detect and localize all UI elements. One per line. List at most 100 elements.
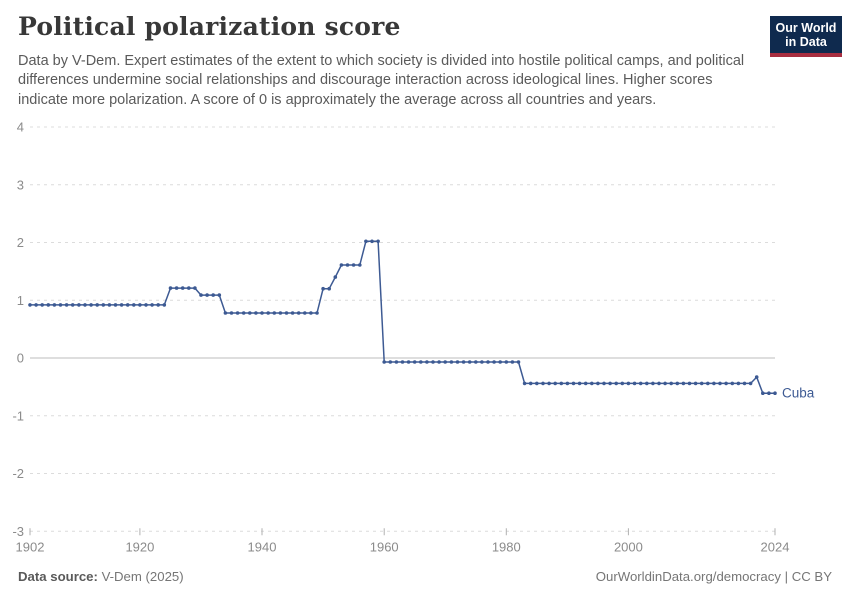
data-point bbox=[730, 381, 735, 386]
data-point bbox=[296, 311, 301, 315]
data-point bbox=[687, 381, 692, 386]
y-tick-label: 4 bbox=[17, 120, 24, 135]
data-point bbox=[541, 381, 545, 386]
data-point bbox=[583, 381, 588, 386]
data-point bbox=[28, 303, 32, 307]
data-point bbox=[718, 381, 722, 386]
data-point bbox=[58, 303, 63, 307]
entity-label: Cuba bbox=[782, 386, 815, 401]
data-point bbox=[724, 381, 728, 386]
data-point bbox=[669, 381, 673, 386]
data-point bbox=[425, 360, 429, 364]
data-point bbox=[168, 286, 173, 290]
data-point bbox=[651, 381, 655, 386]
data-point bbox=[315, 311, 319, 315]
data-point bbox=[144, 303, 148, 307]
data-point bbox=[113, 303, 118, 307]
data-point bbox=[535, 381, 539, 386]
y-tick-label: 0 bbox=[17, 351, 24, 366]
data-point bbox=[46, 303, 51, 307]
data-point bbox=[528, 381, 533, 386]
series-cuba[interactable]: Cuba bbox=[28, 239, 815, 401]
data-point bbox=[180, 286, 185, 290]
x-axis: 1902 1920 1940 1960 1980 2000 2024 bbox=[16, 528, 789, 554]
data-point bbox=[89, 303, 93, 307]
data-point bbox=[522, 381, 527, 386]
footer-link[interactable]: OurWorldinData.org/democracy | CC BY bbox=[595, 569, 832, 584]
y-tick-label: 3 bbox=[17, 177, 24, 192]
data-point bbox=[278, 311, 283, 315]
data-point bbox=[34, 303, 38, 307]
data-point bbox=[773, 391, 777, 396]
data-point bbox=[412, 360, 417, 364]
data-point bbox=[370, 239, 374, 244]
x-tick-label: 1980 bbox=[492, 539, 521, 554]
data-point bbox=[229, 311, 234, 315]
data-point bbox=[382, 360, 387, 364]
x-tick-label: 1940 bbox=[248, 539, 277, 554]
data-point bbox=[559, 381, 564, 386]
data-point bbox=[504, 360, 509, 364]
data-point bbox=[290, 311, 295, 315]
data-point bbox=[211, 293, 215, 297]
data-point bbox=[614, 381, 618, 386]
data-point bbox=[150, 303, 154, 307]
chart-title: Political polarization score bbox=[18, 12, 401, 41]
data-point bbox=[333, 275, 338, 279]
data-point bbox=[132, 303, 136, 307]
data-point bbox=[761, 391, 765, 396]
data-point bbox=[467, 360, 472, 364]
data-point bbox=[339, 263, 344, 267]
chart-subtitle: Data by V-Dem. Expert estimates of the e… bbox=[18, 53, 745, 108]
data-point bbox=[351, 263, 356, 267]
owid-logo-line1: Our World bbox=[775, 21, 837, 35]
data-point bbox=[64, 303, 69, 307]
data-point bbox=[284, 311, 289, 315]
owid-logo-line2: in Data bbox=[785, 35, 827, 50]
data-point bbox=[345, 263, 350, 267]
data-point bbox=[577, 381, 582, 386]
data-point bbox=[742, 381, 747, 386]
data-point bbox=[162, 303, 167, 307]
data-point bbox=[266, 311, 271, 315]
data-point bbox=[187, 286, 191, 290]
series-line bbox=[29, 240, 776, 394]
data-point bbox=[77, 303, 81, 307]
x-tick-label: 1902 bbox=[16, 539, 45, 554]
data-point bbox=[119, 303, 124, 307]
data-point bbox=[449, 360, 454, 364]
data-point bbox=[602, 381, 606, 386]
data-point bbox=[480, 360, 484, 364]
data-point bbox=[52, 303, 57, 307]
data-point bbox=[748, 381, 753, 386]
owid-logo[interactable]: Our World in Data bbox=[770, 16, 842, 57]
data-point bbox=[693, 381, 698, 386]
data-point bbox=[498, 360, 503, 364]
data-point bbox=[254, 311, 258, 315]
data-point bbox=[419, 360, 423, 364]
data-point bbox=[608, 381, 612, 386]
y-tick-label: -3 bbox=[12, 524, 24, 539]
data-point bbox=[455, 360, 460, 364]
data-point bbox=[364, 239, 368, 244]
data-point bbox=[40, 303, 44, 307]
gridlines bbox=[30, 126, 775, 532]
data-point bbox=[156, 303, 160, 307]
data-point bbox=[461, 360, 466, 364]
data-source: Data source: V-Dem (2025) bbox=[18, 569, 184, 584]
data-point bbox=[217, 293, 222, 297]
data-point bbox=[681, 381, 686, 386]
data-point bbox=[388, 360, 393, 364]
data-point bbox=[437, 360, 441, 364]
data-point bbox=[626, 381, 631, 386]
data-point bbox=[706, 381, 710, 386]
data-point bbox=[620, 381, 625, 386]
data-point bbox=[632, 381, 637, 386]
data-point bbox=[712, 381, 716, 386]
data-point bbox=[590, 381, 594, 386]
data-point bbox=[663, 381, 667, 386]
x-tick-label: 1960 bbox=[370, 539, 399, 554]
x-tick-label: 2000 bbox=[614, 539, 643, 554]
data-point bbox=[174, 286, 179, 290]
